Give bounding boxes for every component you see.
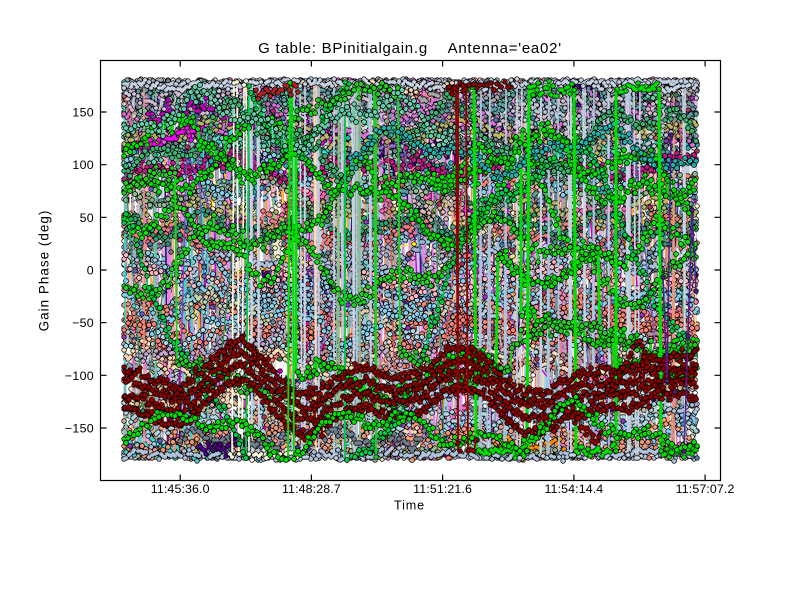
- svg-text:−150: −150: [65, 422, 94, 436]
- svg-text:100: 100: [72, 158, 94, 172]
- svg-text:11:57:07.2: 11:57:07.2: [676, 482, 735, 496]
- svg-text:0: 0: [87, 264, 94, 278]
- svg-text:50: 50: [80, 211, 94, 225]
- svg-text:G table: BPinitialgain.g An: G table: BPinitialgain.g Antenna='ea02': [258, 40, 562, 57]
- svg-text:Gain Phase (deg): Gain Phase (deg): [37, 210, 52, 332]
- svg-text:11:45:36.0: 11:45:36.0: [151, 482, 210, 496]
- svg-text:Time: Time: [394, 499, 425, 513]
- svg-text:−50: −50: [72, 316, 94, 330]
- svg-text:11:48:28.7: 11:48:28.7: [282, 482, 341, 496]
- svg-text:11:54:14.4: 11:54:14.4: [544, 482, 603, 496]
- svg-text:150: 150: [72, 106, 94, 120]
- svg-text:11:51:21.6: 11:51:21.6: [413, 482, 472, 496]
- svg-text:−100: −100: [65, 369, 94, 383]
